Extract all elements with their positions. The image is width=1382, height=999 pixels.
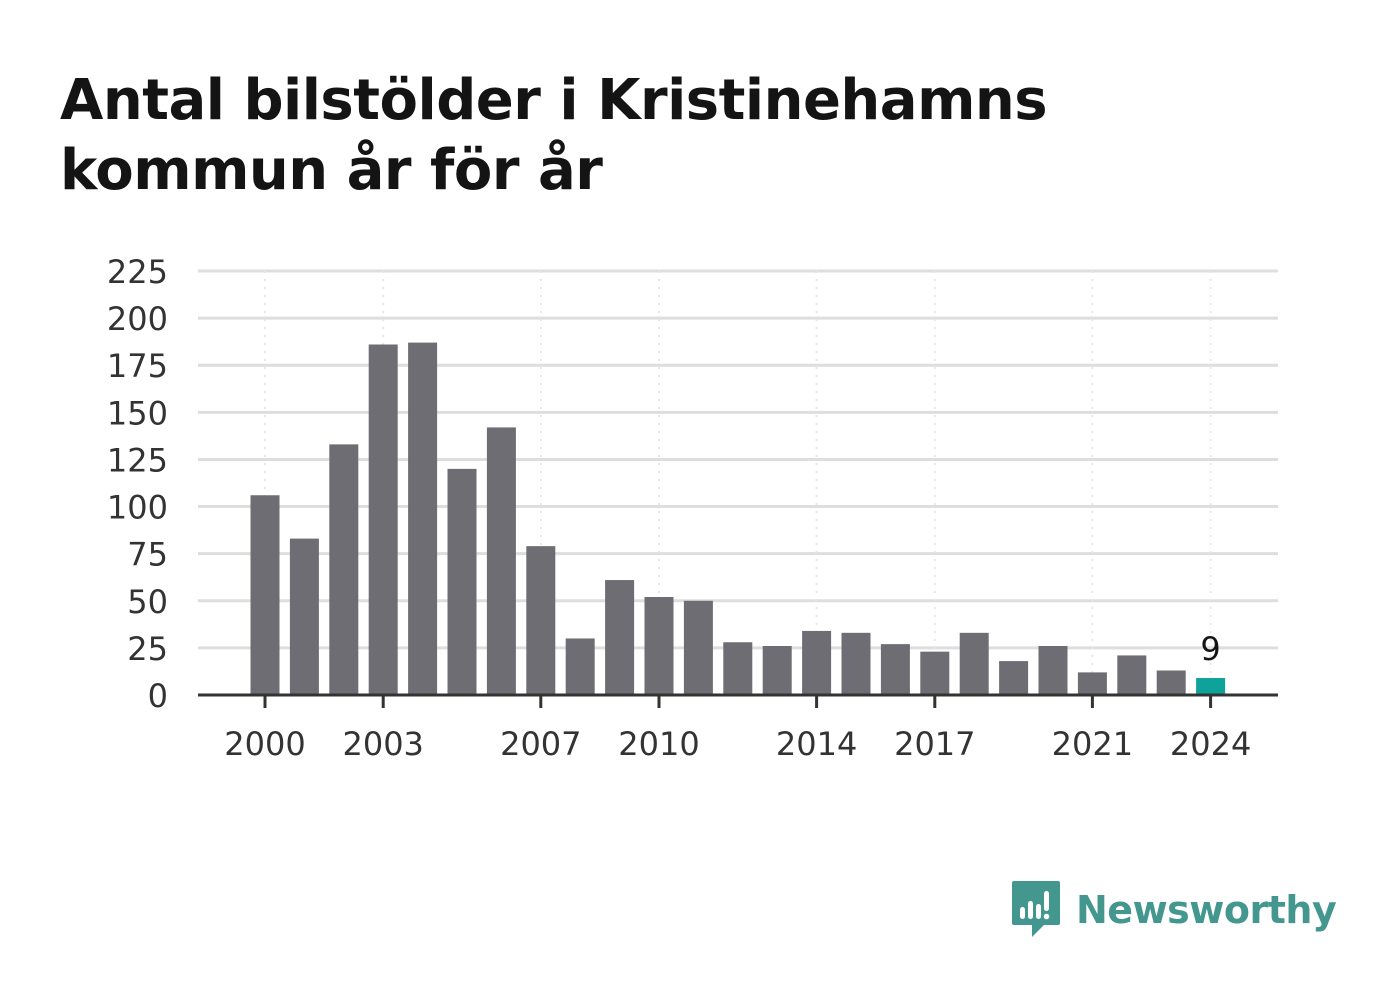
chart-title: Antal bilstölder i Kristinehamns kommun … (60, 68, 1048, 203)
y-tick-label: 225 (107, 253, 168, 291)
bar-2020 (1038, 646, 1068, 695)
bars (250, 342, 1226, 695)
bar-2009 (605, 580, 635, 695)
bar-2005 (447, 468, 477, 695)
bar-2018 (959, 632, 989, 695)
y-axis-ticks: 0 25 50 75 100 125 150 175 200 225 (107, 253, 168, 715)
y-tick-label: 25 (127, 630, 168, 668)
x-tick-label: 2010 (618, 725, 699, 763)
x-tick-label: 2003 (342, 725, 423, 763)
newsworthy-logo-icon (1012, 881, 1060, 937)
bar-2006 (486, 427, 516, 695)
bar-2010 (644, 597, 674, 695)
x-tick-label: 2021 (1052, 725, 1133, 763)
bar-2016 (880, 644, 910, 695)
bar-2021 (1077, 672, 1107, 695)
bar-2012 (723, 642, 753, 695)
y-tick-label: 175 (107, 347, 168, 385)
brand-logo: Newsworthy (1010, 878, 1337, 942)
x-tick-label: 2014 (776, 725, 857, 763)
bar-2024 (1196, 678, 1226, 695)
bar-2015 (841, 632, 871, 695)
gridlines (198, 269, 1278, 695)
y-tick-label: 100 (107, 489, 168, 527)
bar-2002 (329, 444, 359, 695)
bar-2019 (999, 661, 1029, 695)
bar-2007 (526, 546, 556, 695)
bar-2013 (762, 646, 792, 695)
bar-2003 (368, 344, 398, 695)
bar-2022 (1117, 655, 1147, 695)
bar-2000 (250, 495, 280, 695)
x-tick-label: 2007 (500, 725, 581, 763)
x-tick-label: 2000 (224, 725, 305, 763)
y-tick-label: 0 (148, 677, 168, 715)
data-label-highlight: 9 (1200, 630, 1220, 668)
bar-2011 (683, 600, 713, 695)
data-labels: 9 (1200, 630, 1220, 668)
y-tick-label: 125 (107, 441, 168, 479)
x-tick-label: 2017 (894, 725, 975, 763)
y-tick-label: 50 (127, 583, 168, 621)
y-tick-label: 150 (107, 394, 168, 432)
y-tick-label: 75 (127, 536, 168, 574)
bar-2001 (289, 538, 319, 695)
x-tick-label: 2024 (1170, 725, 1251, 763)
bar-2008 (565, 638, 595, 695)
bar-2014 (802, 630, 832, 695)
brand-name: Newsworthy (1076, 888, 1337, 932)
y-tick-label: 200 (107, 300, 168, 338)
bar-2004 (408, 342, 438, 695)
bar-2017 (920, 651, 950, 695)
bar-2023 (1156, 670, 1186, 695)
x-axis: 2000 2003 2007 2010 2014 2017 2021 2024 (198, 693, 1278, 763)
